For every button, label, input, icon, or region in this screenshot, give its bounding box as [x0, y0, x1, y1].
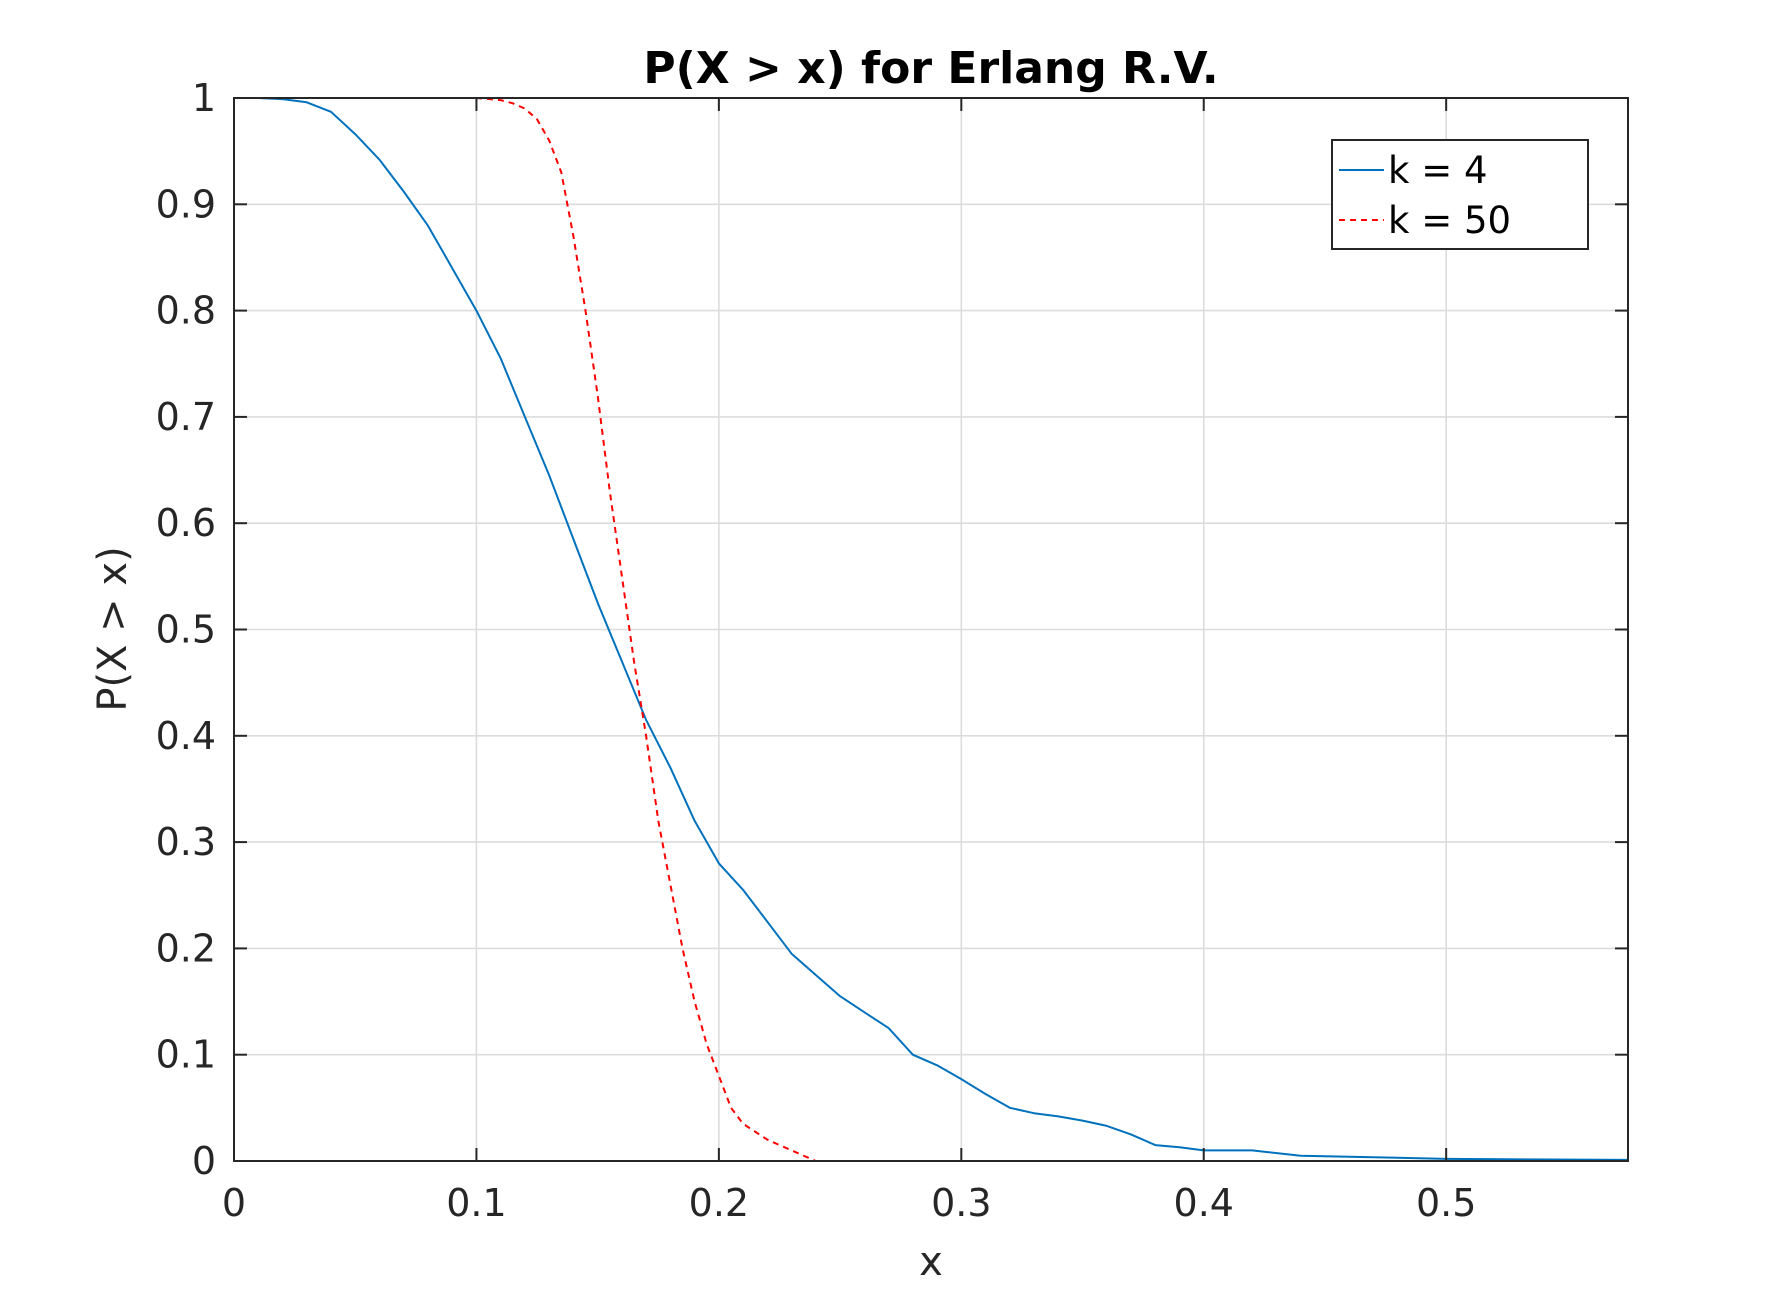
legend-box	[1331, 139, 1589, 250]
x-tick-label: 0	[222, 1181, 246, 1225]
y-tick-label: 0.9	[156, 182, 216, 226]
legend-entry-k50: k = 50	[1388, 199, 1511, 242]
series-lines	[234, 97, 1629, 1162]
x-tick-labels: 0 0.1 0.2 0.3 0.4 0.5	[222, 1181, 1476, 1225]
x-tick-label: 0.3	[931, 1181, 991, 1225]
grid-lines	[234, 98, 1628, 1161]
y-tick-label: 0.2	[156, 926, 216, 970]
x-tick-label: 0.2	[689, 1181, 749, 1225]
y-tick-label: 0.1	[156, 1033, 216, 1077]
x-tick-label: 0.4	[1174, 1181, 1234, 1225]
x-tick-label: 0.5	[1416, 1181, 1476, 1225]
tick-marks	[233, 97, 1628, 1162]
y-tick-label: 0.7	[156, 395, 216, 439]
y-axis-label: P(X > x)	[90, 546, 136, 711]
y-tick-label: 0.4	[156, 714, 216, 758]
legend: k = 4 k = 50	[1331, 139, 1589, 250]
series-line-k4	[234, 97, 1629, 1161]
y-tick-label: 0.8	[156, 289, 216, 333]
x-tick-label: 0.1	[446, 1181, 506, 1225]
y-tick-label: 1	[192, 76, 216, 120]
y-tick-label: 0.3	[156, 820, 216, 864]
y-tick-label: 0	[192, 1139, 216, 1183]
x-axis-label: x	[919, 1239, 943, 1285]
y-tick-labels: 0 0.1 0.2 0.3 0.4 0.5 0.6 0.7 0.8 0.9 1	[156, 76, 216, 1183]
legend-entry-k4: k = 4	[1388, 149, 1488, 192]
series-line-k50	[234, 97, 817, 1162]
y-tick-label: 0.6	[156, 501, 216, 545]
chart-title: P(X > x) for Erlang R.V.	[643, 43, 1218, 94]
y-tick-label: 0.5	[156, 608, 216, 652]
